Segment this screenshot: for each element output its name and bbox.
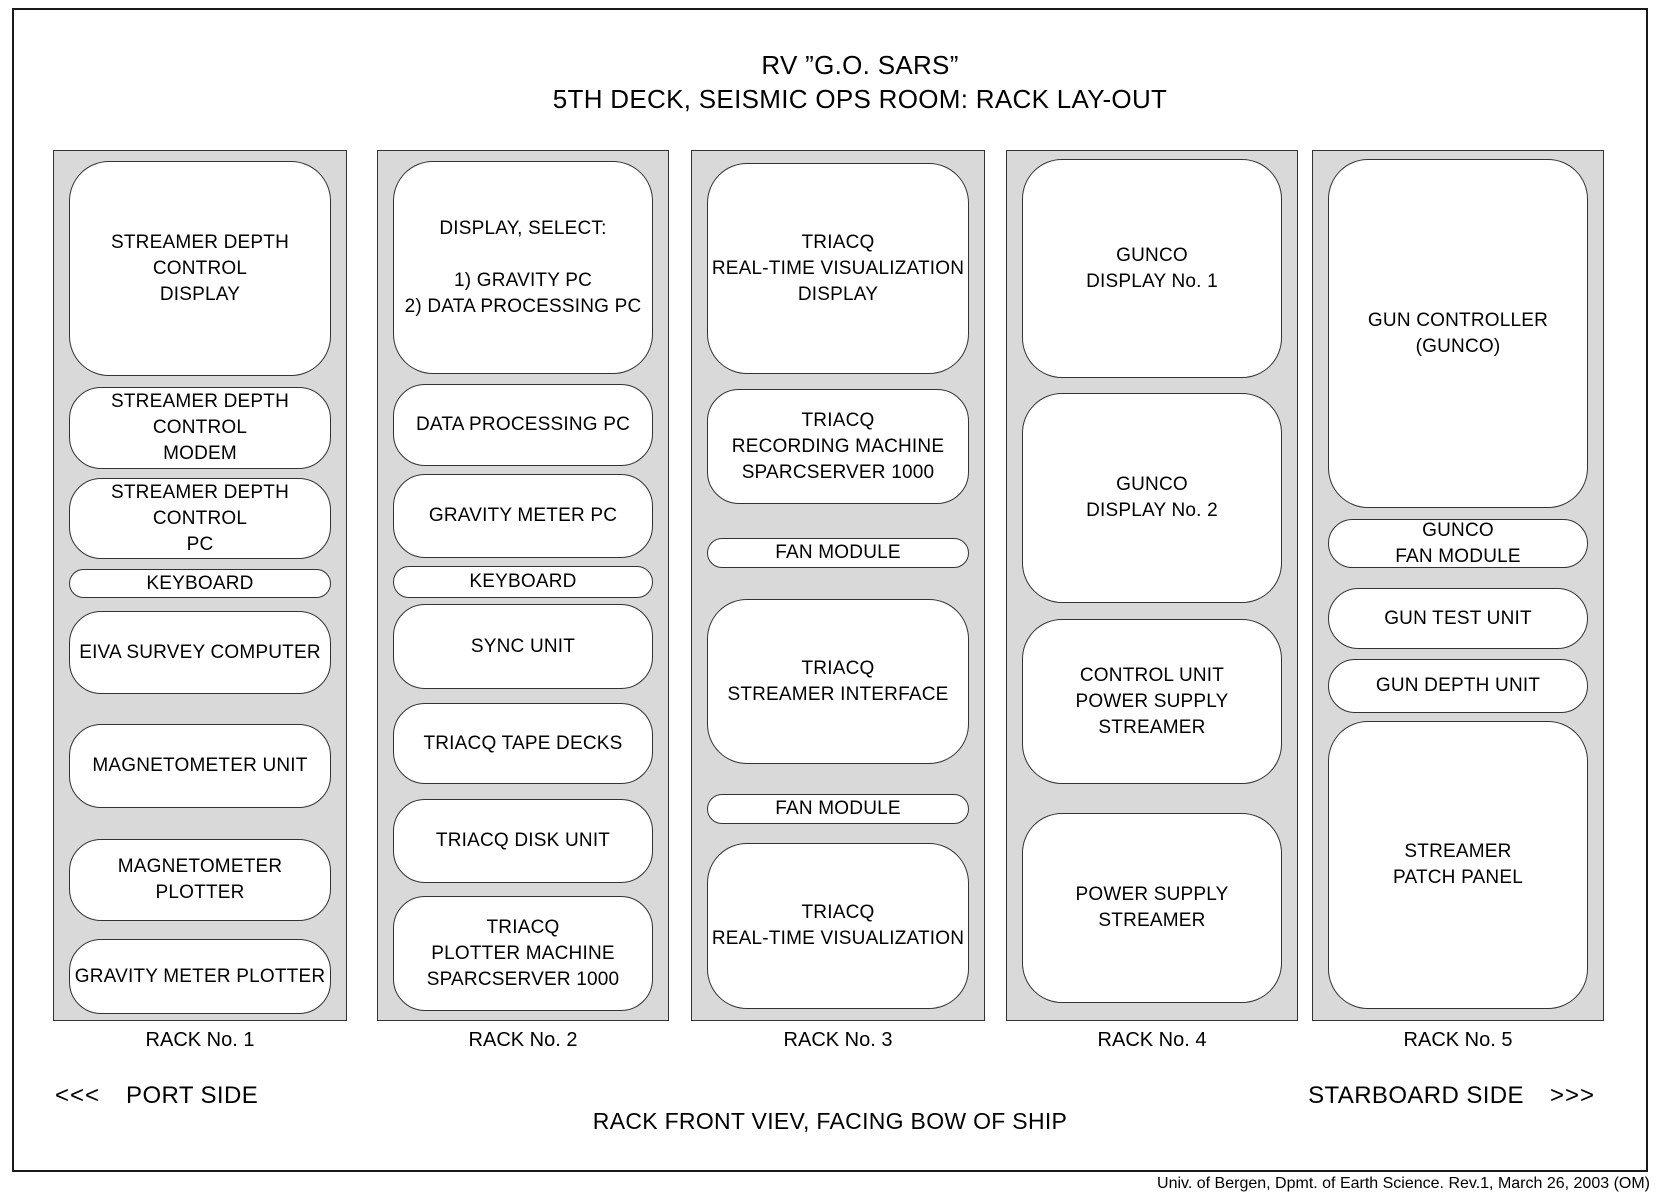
- rack-unit: GUN CONTROLLER (GUNCO): [1328, 159, 1588, 508]
- rack-unit: FAN MODULE: [707, 538, 969, 568]
- rack-unit: GUN TEST UNIT: [1328, 588, 1588, 649]
- rack-unit: DATA PROCESSING PC: [393, 384, 653, 466]
- rack-label: RACK No. 5: [1403, 1029, 1513, 1051]
- rack-unit: STREAMER DEPTH CONTROL MODEM: [69, 387, 331, 469]
- rack-unit: TRIACQ RECORDING MACHINE SPARCSERVER 100…: [707, 389, 969, 504]
- rack-unit: KEYBOARD: [393, 566, 653, 598]
- rack-5: GUN CONTROLLER (GUNCO) GUNCO FAN MODULE GU…: [1312, 150, 1604, 1021]
- rack-unit: SYNC UNIT: [393, 604, 653, 689]
- starboard-side-text: STARBOARD SIDE: [1308, 1082, 1524, 1109]
- rack-unit: TRIACQ DISK UNIT: [393, 799, 653, 883]
- rack-unit: MAGNETOMETER PLOTTER: [69, 839, 331, 921]
- rack-unit: TRIACQ STREAMER INTERFACE: [707, 599, 969, 764]
- rack-unit: TRIACQ PLOTTER MACHINE SPARCSERVER 1000: [393, 896, 653, 1011]
- rack-unit: TRIACQ TAPE DECKS: [393, 703, 653, 784]
- rack-unit: DISPLAY, SELECT: 1) GRAVITY PC 2) DATA P…: [393, 161, 653, 374]
- rack-unit: MAGNETOMETER UNIT: [69, 724, 331, 808]
- rack-3: TRIACQ REAL-TIME VISUALIZATION DISPLAY TR…: [691, 150, 985, 1021]
- port-side-text: PORT SIDE: [126, 1082, 259, 1109]
- rack-unit: CONTROL UNIT POWER SUPPLY STREAMER: [1022, 619, 1282, 784]
- rack-2: DISPLAY, SELECT: 1) GRAVITY PC 2) DATA P…: [377, 150, 669, 1021]
- starboard-side-label: STARBOARD SIDE >>>: [1308, 1082, 1595, 1110]
- rack-label: RACK No. 4: [1097, 1029, 1207, 1051]
- starboard-arrows-icon: >>>: [1549, 1082, 1595, 1109]
- rack-unit: KEYBOARD: [69, 569, 331, 598]
- rack-unit: GUNCO FAN MODULE: [1328, 519, 1588, 568]
- rack-unit: STREAMER PATCH PANEL: [1328, 721, 1588, 1009]
- port-arrows-icon: <<<: [55, 1082, 101, 1109]
- rack-label: RACK No. 1: [145, 1029, 255, 1051]
- diagram-title: RV ”G.O. SARS” 5TH DECK, SEISMIC OPS ROO…: [30, 48, 1660, 116]
- rack-unit: GUNCO DISPLAY No. 2: [1022, 393, 1282, 603]
- diagram-border: [12, 8, 1648, 1172]
- rack-label: RACK No. 2: [468, 1029, 578, 1051]
- rack-1: STREAMER DEPTH CONTROL DISPLAY STREAMER D…: [53, 150, 347, 1021]
- view-note: RACK FRONT VIEV, FACING BOW OF SHIP: [592, 1108, 1068, 1134]
- rack-unit: TRIACQ REAL-TIME VISUALIZATION DISPLAY: [707, 163, 969, 374]
- title-line-1: RV ”G.O. SARS”: [761, 50, 959, 80]
- rack-label: RACK No. 3: [783, 1029, 893, 1051]
- rack-unit: GUN DEPTH UNIT: [1328, 659, 1588, 713]
- rack-unit: GUNCO DISPLAY No. 1: [1022, 159, 1282, 378]
- rack-unit: FAN MODULE: [707, 794, 969, 824]
- rack-unit: EIVA SURVEY COMPUTER: [69, 611, 331, 694]
- credit-line: Univ. of Bergen, Dpmt. of Earth Science.…: [1157, 1175, 1650, 1192]
- rack-unit: TRIACQ REAL-TIME VISUALIZATION: [707, 843, 969, 1009]
- rack-unit: POWER SUPPLY STREAMER: [1022, 813, 1282, 1003]
- rack-4: GUNCO DISPLAY No. 1 GUNCO DISPLAY No. 2 CO…: [1006, 150, 1298, 1021]
- rack-unit: GRAVITY METER PLOTTER: [69, 939, 331, 1014]
- rack-unit: STREAMER DEPTH CONTROL DISPLAY: [69, 161, 331, 376]
- rack-unit: STREAMER DEPTH CONTROL PC: [69, 478, 331, 559]
- title-line-2: 5TH DECK, SEISMIC OPS ROOM: RACK LAY-OUT: [552, 84, 1168, 114]
- rack-unit: GRAVITY METER PC: [393, 474, 653, 558]
- port-side-label: <<< PORT SIDE: [55, 1082, 258, 1110]
